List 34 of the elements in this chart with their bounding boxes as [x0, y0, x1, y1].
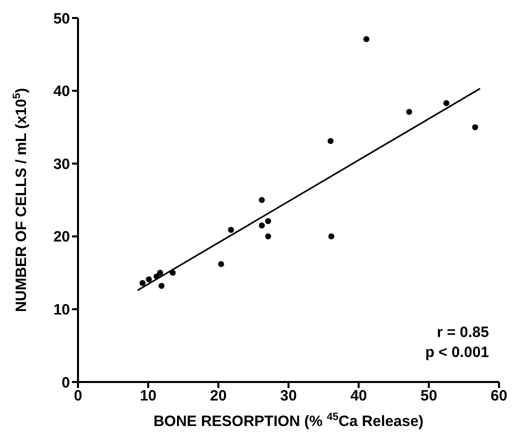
x-axis-title: BONE RESORPTION (% $^{45}$Ca Release)	[153, 411, 424, 430]
y-tick-label: 10	[53, 302, 70, 319]
point	[363, 36, 370, 42]
y-tick-label: 0	[62, 374, 70, 392]
x-tick-label: 50	[420, 388, 438, 405]
point	[328, 233, 334, 240]
point	[228, 226, 234, 233]
point	[258, 197, 265, 203]
annotation: r = 0.85	[436, 324, 489, 341]
y-tick-label: 30	[53, 156, 70, 173]
point	[258, 222, 265, 228]
point	[146, 276, 152, 282]
x-tick-label: 60	[490, 388, 508, 405]
y-tick-label: 50	[53, 10, 70, 28]
y-tick-label: 40	[53, 83, 70, 100]
x-tick-label: 40	[350, 388, 368, 405]
point	[265, 218, 272, 224]
point	[140, 280, 146, 286]
x-tick-label: 20	[210, 388, 227, 405]
point	[443, 100, 450, 106]
x-tick-label: 30	[280, 388, 297, 405]
y-tick-label: 20	[53, 228, 70, 246]
point	[265, 233, 272, 240]
point	[170, 270, 176, 276]
point	[328, 138, 334, 144]
point	[154, 273, 160, 280]
annotation: p < 0.001	[425, 344, 489, 361]
point	[157, 270, 164, 276]
x-tick-label: 10	[140, 388, 157, 405]
point	[472, 124, 478, 130]
x-tick-label: 0	[74, 388, 82, 405]
point	[406, 108, 412, 115]
point	[218, 261, 224, 268]
point	[158, 282, 164, 289]
